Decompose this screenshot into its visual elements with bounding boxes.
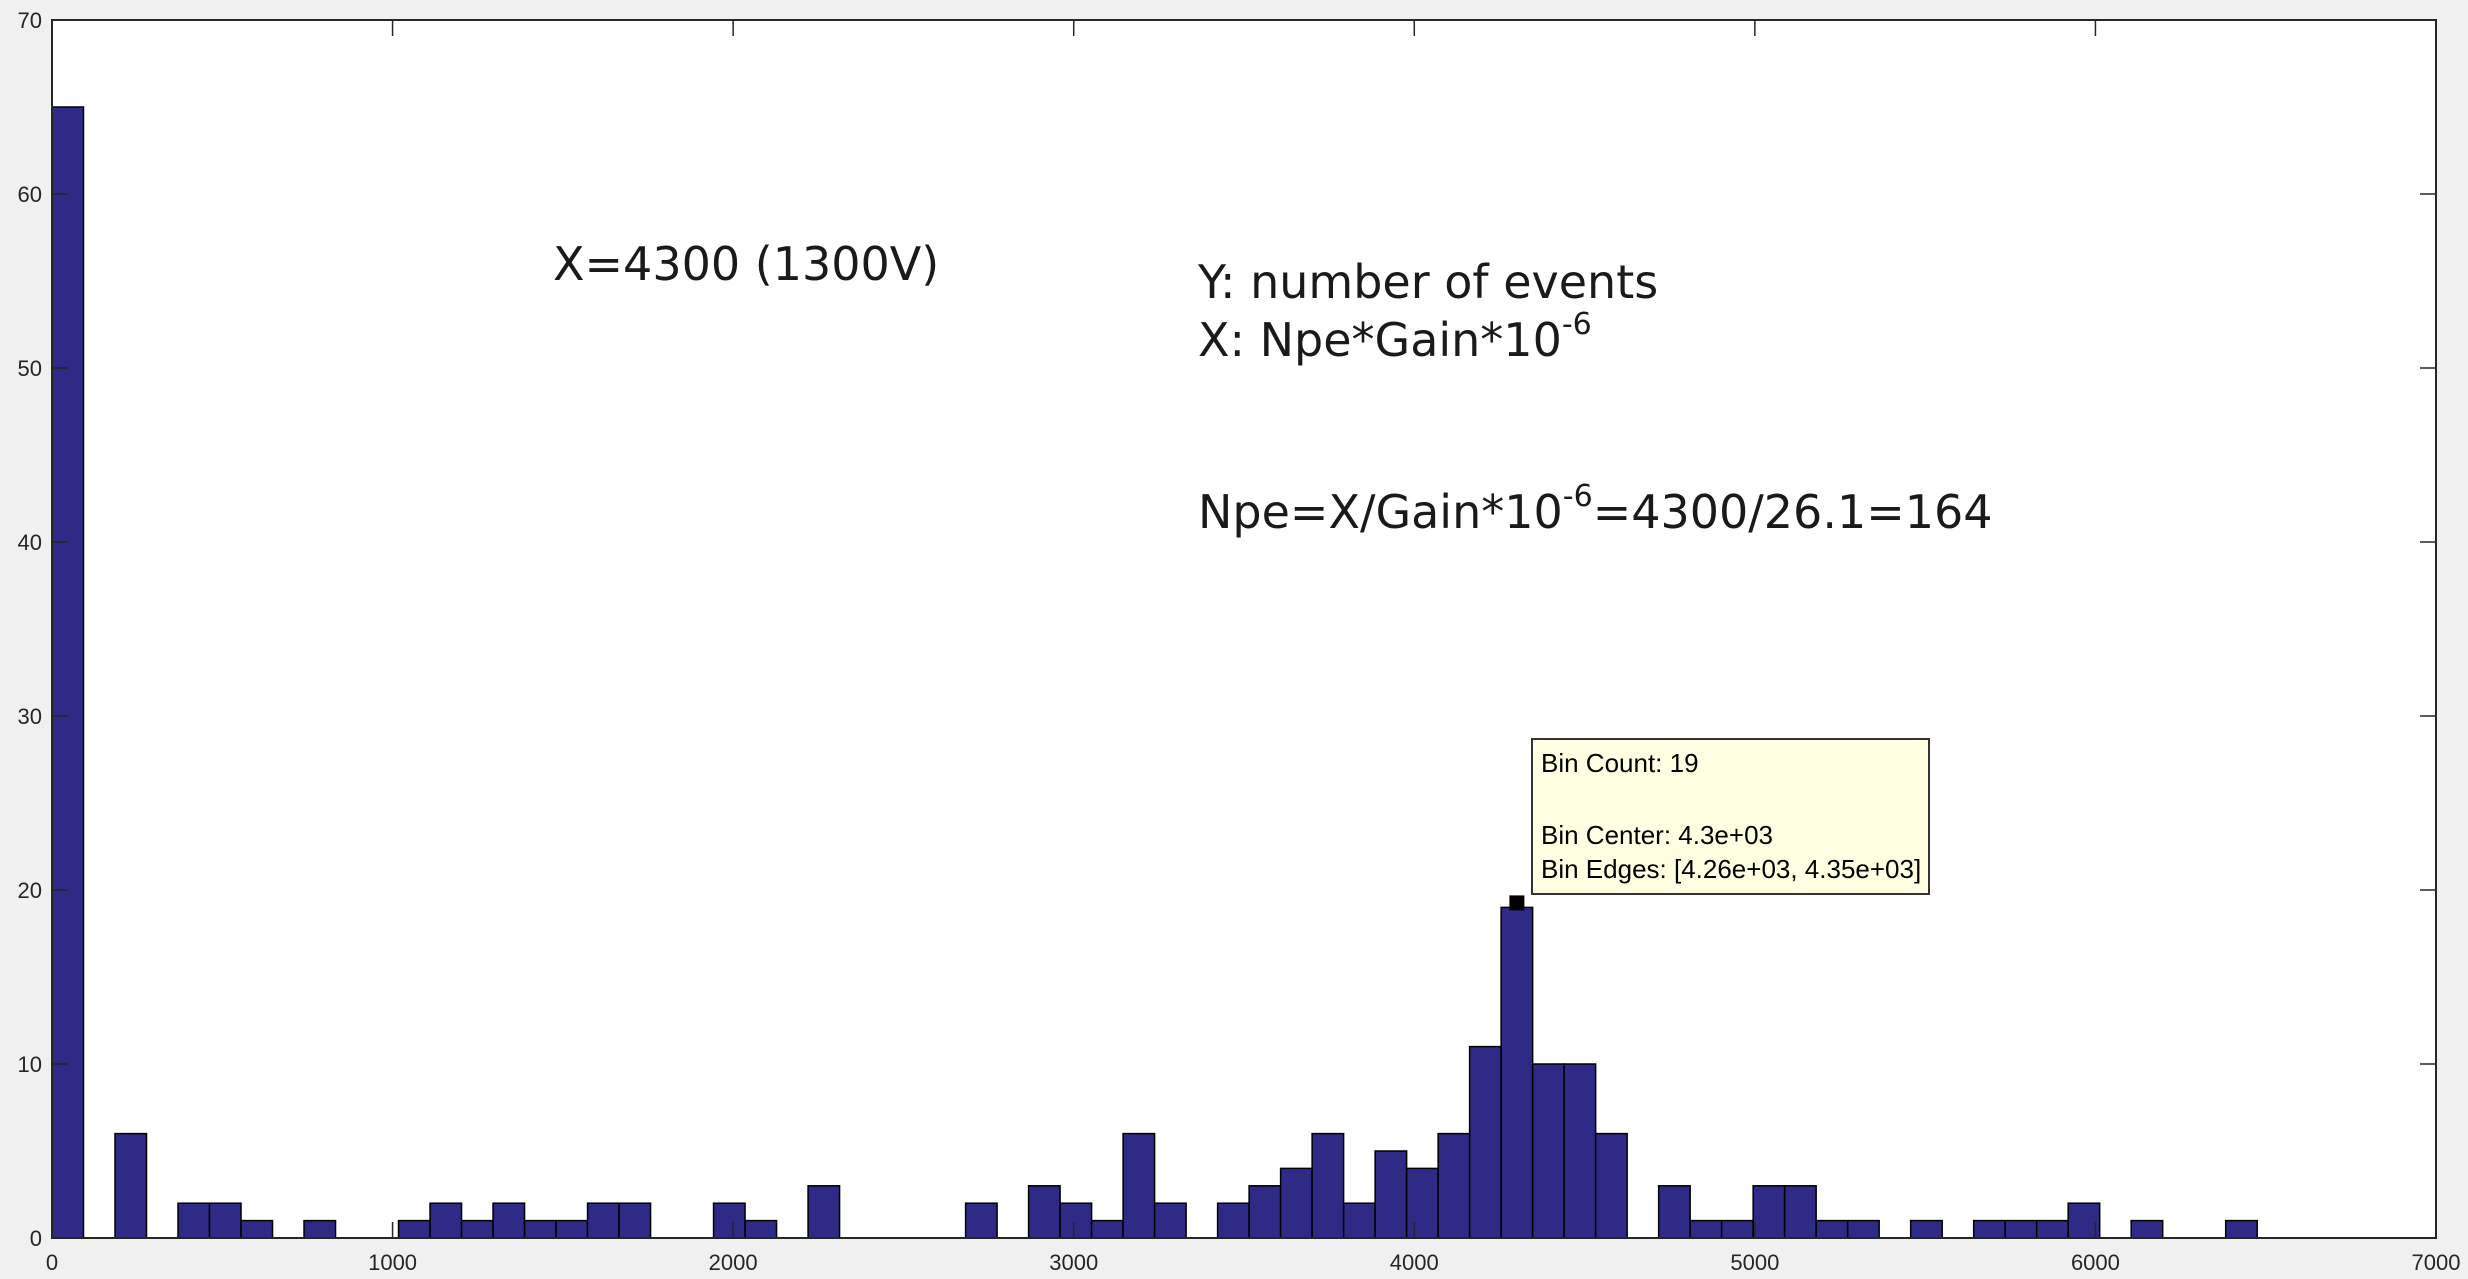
y-tick-label: 30	[18, 704, 42, 729]
x-tick-label: 7000	[2412, 1250, 2461, 1275]
histogram-bar[interactable]	[1783, 1185, 1817, 1239]
plot-frame	[51, 19, 2437, 1239]
histogram-bar[interactable]	[964, 1202, 998, 1239]
datatip-bin-count: Bin Count: 19	[1541, 748, 1699, 778]
y-tick-label: 70	[18, 8, 42, 33]
datatip-bin-edges: Bin Edges: [4.26e+03, 4.35e+03]	[1541, 854, 1921, 884]
y-tick-label: 10	[18, 1052, 42, 1077]
datatip-bin-center: Bin Center: 4.3e+03	[1541, 820, 1773, 850]
histogram-bar[interactable]	[2004, 1219, 2038, 1239]
x-tick-label: 1000	[368, 1250, 417, 1275]
annotation-x-meaning: X: Npe*Gain*10-6	[1198, 307, 1592, 367]
histogram-bar[interactable]	[1059, 1202, 1093, 1239]
histogram-bar[interactable]	[2224, 1219, 2258, 1239]
histogram-bar[interactable]	[2035, 1219, 2069, 1239]
histogram-bar[interactable]	[1846, 1219, 1880, 1239]
annotation-npe-formula-result: =4300/26.1=164	[1593, 485, 1993, 539]
histogram-bar[interactable]	[208, 1202, 242, 1239]
histogram-bar[interactable]	[618, 1202, 652, 1239]
y-tick-label: 40	[18, 530, 42, 555]
histogram-bar[interactable]	[2130, 1219, 2164, 1239]
x-tick-label: 4000	[1390, 1250, 1439, 1275]
histogram-bar[interactable]	[1279, 1167, 1313, 1239]
histogram-bar[interactable]	[240, 1219, 274, 1239]
histogram-bar[interactable]	[712, 1202, 746, 1239]
histogram-bar[interactable]	[807, 1185, 841, 1239]
histogram-bar[interactable]	[523, 1219, 557, 1239]
x-tick-label: 6000	[2071, 1250, 2120, 1275]
histogram-bar[interactable]	[114, 1132, 148, 1239]
histogram-bar[interactable]	[1437, 1132, 1471, 1239]
histogram-bar[interactable]	[177, 1202, 211, 1239]
histogram-bar[interactable]	[1468, 1045, 1502, 1239]
datatip-box	[1531, 738, 1930, 895]
histogram-bar[interactable]	[1374, 1150, 1408, 1239]
x-tick-label: 0	[46, 1250, 58, 1275]
datatip-marker[interactable]	[1509, 895, 1525, 911]
histogram-bar[interactable]	[744, 1219, 778, 1239]
histogram-bar[interactable]	[303, 1219, 337, 1239]
x-tick-label: 5000	[1730, 1250, 1779, 1275]
histogram-bar[interactable]	[1153, 1202, 1187, 1239]
histogram-bar[interactable]	[397, 1219, 431, 1239]
histogram-bar[interactable]	[1500, 906, 1534, 1239]
y-tick-label: 50	[18, 356, 42, 381]
histogram-bar[interactable]	[51, 106, 85, 1239]
annotation-npe-formula-main: Npe=X/Gain*10	[1198, 485, 1563, 539]
y-tick-label: 60	[18, 182, 42, 207]
histogram-bar[interactable]	[1342, 1202, 1376, 1239]
plot-area	[52, 20, 2436, 1238]
y-tick-label: 20	[18, 878, 42, 903]
histogram-bar[interactable]	[460, 1219, 494, 1239]
annotation-y-meaning: Y: number of events	[1197, 255, 1658, 309]
histogram-bar[interactable]	[1720, 1219, 1754, 1239]
datatip[interactable]: Bin Count: 19 Bin Center: 4.3e+03 Bin Ed…	[1509, 738, 1930, 911]
y-tick-label: 0	[30, 1226, 42, 1251]
histogram-bars	[51, 106, 2258, 1239]
histogram-bar[interactable]	[1090, 1219, 1124, 1239]
histogram-bar[interactable]	[1531, 1063, 1565, 1239]
histogram-bar[interactable]	[555, 1219, 589, 1239]
histogram-bar[interactable]	[1216, 1202, 1250, 1239]
annotation-x-value: X=4300 (1300V)	[553, 237, 939, 291]
annotation-npe-formula-exponent: -6	[1563, 479, 1593, 514]
annotation-x-meaning-main: X: Npe*Gain*10	[1198, 313, 1562, 367]
histogram-bar[interactable]	[586, 1202, 620, 1239]
annotation-npe-formula: Npe=X/Gain*10-6=4300/26.1=164	[1198, 479, 1993, 539]
x-tick-label: 3000	[1049, 1250, 1098, 1275]
histogram-bar[interactable]	[1909, 1219, 1943, 1239]
histogram-bar[interactable]	[1311, 1132, 1345, 1239]
annotation-x-meaning-exponent: -6	[1562, 307, 1592, 342]
histogram-bar[interactable]	[429, 1202, 463, 1239]
histogram-bar[interactable]	[1122, 1132, 1156, 1239]
histogram-bar[interactable]	[1752, 1185, 1786, 1239]
histogram-bar[interactable]	[1027, 1185, 1061, 1239]
x-tick-label: 2000	[709, 1250, 758, 1275]
histogram-bar[interactable]	[1563, 1063, 1597, 1239]
histogram-bar[interactable]	[1972, 1219, 2006, 1239]
histogram-bar[interactable]	[1594, 1132, 1628, 1239]
histogram-bar[interactable]	[1657, 1185, 1691, 1239]
histogram-bar[interactable]	[1689, 1219, 1723, 1239]
histogram-bar[interactable]	[1815, 1219, 1849, 1239]
histogram-bar[interactable]	[1248, 1185, 1282, 1239]
histogram-bar[interactable]	[492, 1202, 526, 1239]
axis-ticks: 0 1000 2000 3000 4000 5000 6000 7000 0 10 20 30 40 50…	[18, 8, 2461, 1275]
histogram-bar[interactable]	[1405, 1167, 1439, 1239]
